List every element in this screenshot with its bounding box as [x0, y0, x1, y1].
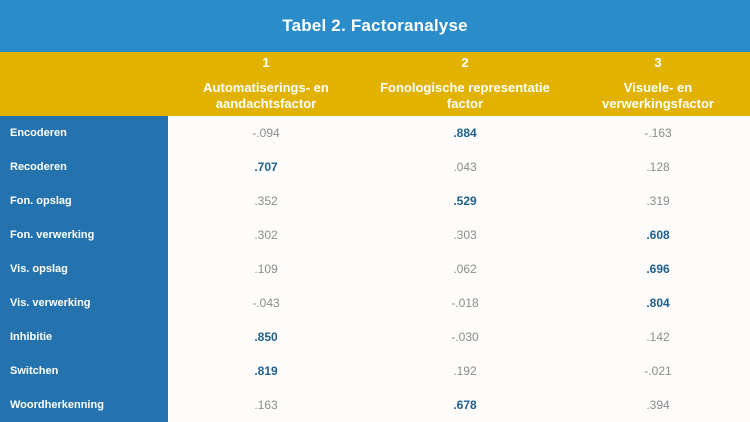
row-label: Vis. opslag [10, 263, 68, 275]
table-cell: -.030 [451, 330, 479, 344]
table-row: Fon. verwerking .302 .303 .608 [0, 218, 750, 252]
row-label: Fon. verwerking [10, 229, 95, 241]
title-bar: Tabel 2. Factoranalyse [0, 0, 750, 52]
table-cell: .043 [453, 160, 477, 174]
table-row: Woordherkenning .163 .678 .394 [0, 388, 750, 422]
row-label: Fon. opslag [10, 195, 72, 207]
table-cell: .109 [254, 262, 278, 276]
table-cell: .394 [646, 398, 670, 412]
table-row: Vis. opslag .109 .062 .696 [0, 252, 750, 286]
column-label: Visuele- en verwerkingsfactor [561, 80, 750, 112]
table-row: Switchen .819 .192 -.021 [0, 354, 750, 388]
table-cell: .678 [453, 398, 477, 412]
table-cell: .128 [646, 160, 670, 174]
column-header-3: 3 Visuele- en verwerkingsfactor [561, 52, 750, 116]
row-label: Encoderen [10, 127, 67, 139]
table-cell: -.018 [451, 296, 479, 310]
row-label-column [0, 116, 168, 422]
table-cell: -.163 [644, 126, 672, 140]
table-row: Vis. verwerking -.043 -.018 .804 [0, 286, 750, 320]
table-cell: .707 [254, 160, 278, 174]
table-cell: .352 [254, 194, 278, 208]
row-label: Switchen [10, 365, 59, 377]
column-label-line: Fonologische representatie [380, 80, 550, 95]
page-title: Tabel 2. Factoranalyse [282, 16, 468, 35]
row-label: Inhibitie [10, 331, 53, 343]
table-cell: .192 [453, 364, 477, 378]
table-cell: .850 [254, 330, 278, 344]
table-cell: .804 [646, 296, 670, 310]
column-header-2: 2 Fonologische representatie factor [368, 52, 562, 116]
table-row: Inhibitie .850 -.030 .142 [0, 320, 750, 354]
table-cell: .163 [254, 398, 278, 412]
column-number: 3 [654, 55, 662, 70]
table-cell: -.043 [252, 296, 280, 310]
table-cell: .608 [646, 228, 670, 242]
table-row: Recoderen .707 .043 .128 [0, 150, 750, 184]
column-label-line: factor [446, 96, 484, 111]
column-number: 2 [461, 55, 469, 70]
table-cell: -.021 [644, 364, 672, 378]
table-cell: .062 [453, 262, 477, 276]
column-label-line: Visuele- en [623, 80, 693, 95]
row-label: Vis. verwerking [10, 297, 91, 309]
column-label-line: aandachtsfactor [215, 96, 317, 111]
row-label: Recoderen [10, 161, 67, 173]
table-cell: .696 [646, 262, 670, 276]
column-header-row: 1 Automatiserings- en aandachtsfactor 2 … [0, 52, 750, 116]
table-cell: .303 [453, 228, 477, 242]
table-cell: .302 [254, 228, 278, 242]
column-label: Fonologische representatie factor [368, 80, 562, 112]
row-label: Woordherkenning [10, 399, 104, 411]
table-row: Fon. opslag .352 .529 .319 [0, 184, 750, 218]
table-row: Encoderen -.094 .884 -.163 [0, 116, 750, 150]
table-cell: .142 [646, 330, 670, 344]
column-label-line: Automatiserings- en [203, 80, 329, 95]
column-number: 1 [262, 55, 270, 70]
table-cell: .884 [453, 126, 477, 140]
table-cell: -.094 [252, 126, 280, 140]
table-cell: .529 [453, 194, 477, 208]
table-cell: .819 [254, 364, 278, 378]
table-cell: .319 [646, 194, 670, 208]
column-header-1: 1 Automatiserings- en aandachtsfactor [169, 52, 363, 116]
column-label: Automatiserings- en aandachtsfactor [169, 80, 363, 112]
column-label-line: verwerkingsfactor [602, 96, 714, 111]
